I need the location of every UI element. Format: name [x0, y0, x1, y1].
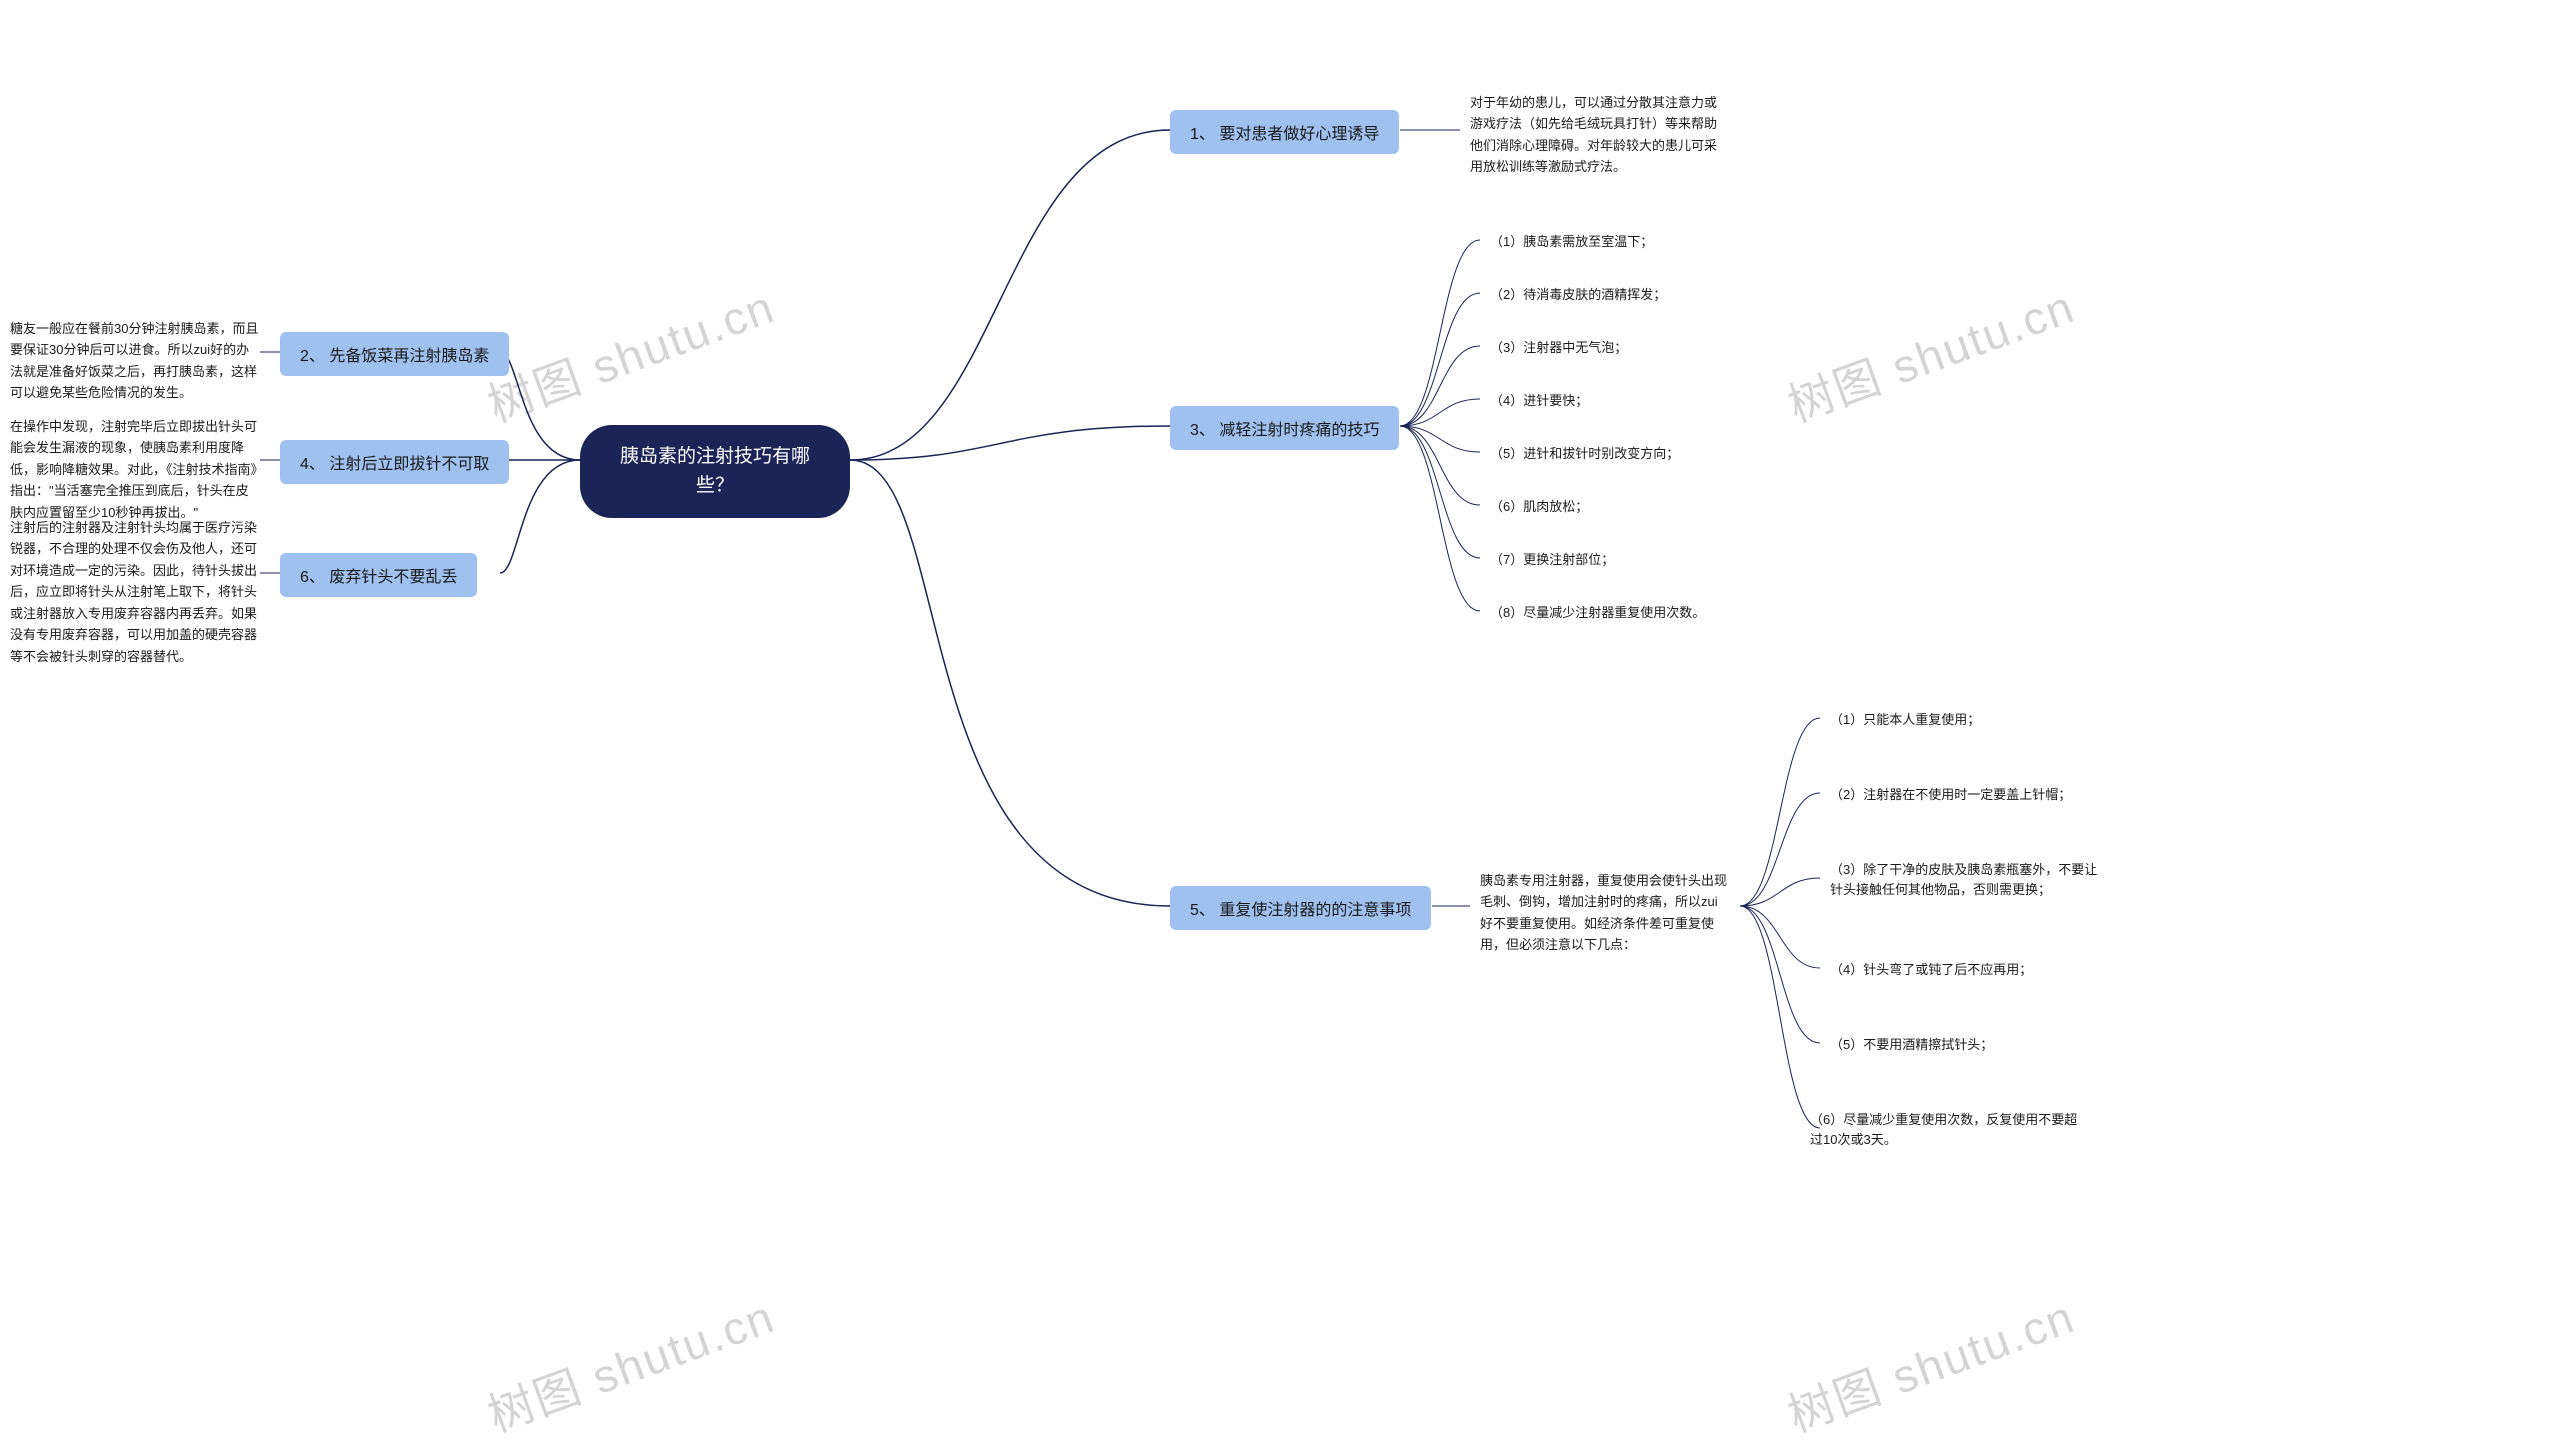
branch-3[interactable]: 3、 减轻注射时疼痛的技巧 — [1170, 406, 1399, 450]
branch-3-item: （2）待消毒皮肤的酒精挥发； — [1490, 285, 1666, 305]
branch-5-item: （2）注射器在不使用时一定要盖上针帽； — [1830, 785, 2071, 805]
branch-3-item: （1）胰岛素需放至室温下； — [1490, 232, 1653, 252]
watermark: 树图 shutu.cn — [1778, 271, 2083, 436]
branch-3-item: （7）更换注射部位； — [1490, 550, 1614, 570]
branch-5-item: （6）尽量减少重复使用次数，反复使用不要超过10次或3天。 — [1810, 1110, 2080, 1149]
watermark: 树图 shutu.cn — [478, 271, 783, 436]
branch-2-desc: 糖友一般应在餐前30分钟注射胰岛素，而且要保证30分钟后可以进食。所以zui好的… — [10, 318, 260, 404]
branch-3-item: （3）注射器中无气泡； — [1490, 338, 1627, 358]
connector-layer — [0, 0, 2560, 1387]
center-node[interactable]: 胰岛素的注射技巧有哪些？ — [580, 425, 850, 518]
branch-2[interactable]: 2、 先备饭菜再注射胰岛素 — [280, 332, 509, 376]
branch-4[interactable]: 4、 注射后立即拔针不可取 — [280, 440, 509, 484]
branch-5[interactable]: 5、 重复使注射器的的注意事项 — [1170, 886, 1431, 930]
branch-3-item: （5）进针和拔针时别改变方向； — [1490, 444, 1679, 464]
branch-3-item: （6）肌肉放松； — [1490, 497, 1588, 517]
branch-5-item: （4）针头弯了或钝了后不应再用； — [1830, 960, 2032, 980]
branch-5-item: （5）不要用酒精擦拭针头； — [1830, 1035, 1993, 1055]
branch-4-desc: 在操作中发现，注射完毕后立即拔出针头可能会发生漏液的现象，使胰岛素利用度降低，影… — [10, 416, 260, 523]
watermark: 树图 shutu.cn — [1778, 1281, 2083, 1445]
branch-5-desc: 胰岛素专用注射器，重复使用会使针头出现毛刺、倒钩，增加注射时的疼痛，所以zui好… — [1480, 870, 1730, 956]
branch-3-item: （8）尽量减少注射器重复使用次数。 — [1490, 603, 1705, 623]
branch-3-item: （4）进针要快； — [1490, 391, 1588, 411]
branch-1-desc: 对于年幼的患儿，可以通过分散其注意力或游戏疗法（如先给毛绒玩具打针）等来帮助他们… — [1470, 92, 1720, 178]
watermark: 树图 shutu.cn — [478, 1281, 783, 1445]
branch-5-item: （3）除了干净的皮肤及胰岛素瓶塞外，不要让针头接触任何其他物品，否则需更换； — [1830, 860, 2100, 899]
branch-6-desc: 注射后的注射器及注射针头均属于医疗污染锐器，不合理的处理不仅会伤及他人，还可对环… — [10, 517, 260, 667]
branch-1[interactable]: 1、 要对患者做好心理诱导 — [1170, 110, 1399, 154]
branch-6[interactable]: 6、 废弃针头不要乱丢 — [280, 553, 477, 597]
branch-5-item: （1）只能本人重复使用； — [1830, 710, 1980, 730]
